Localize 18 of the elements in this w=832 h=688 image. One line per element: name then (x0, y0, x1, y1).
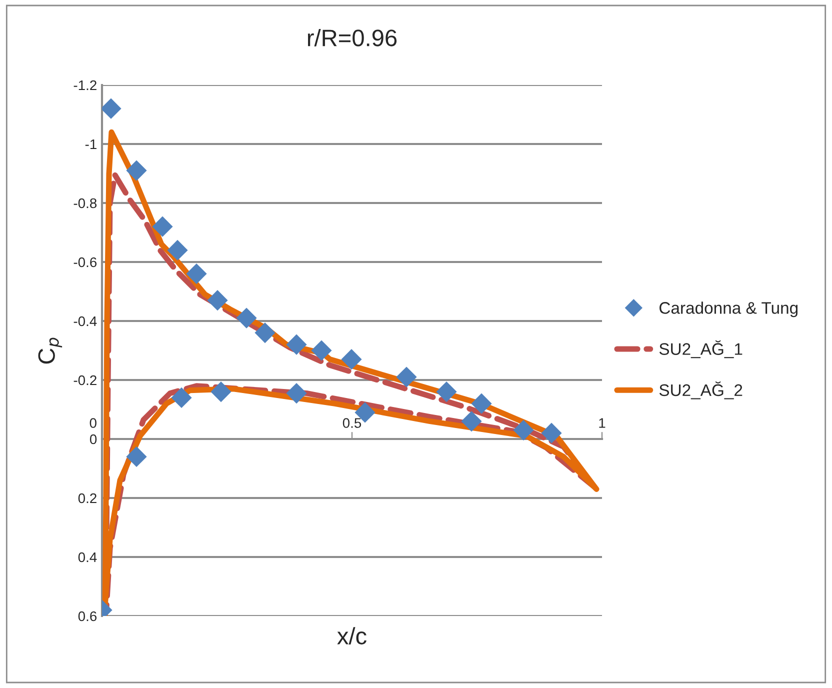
legend-label: SU2_AĞ_2 (659, 381, 742, 400)
x-axis-title: x/c (337, 627, 366, 644)
x-tick-label: 1 (599, 418, 606, 428)
y-tick-label: 0 (90, 434, 97, 444)
y-tick-label: 0.4 (78, 552, 97, 562)
y-tick-label: -0.2 (74, 375, 96, 386)
y-tick-label: -0.8 (74, 198, 97, 208)
x-tick-label: 0.5 (342, 418, 362, 428)
y-tick-label: 0.6 (78, 611, 97, 622)
legend-label: SU2_AĞ_1 (659, 340, 742, 358)
y-tick-label: -0.6 (74, 257, 97, 268)
legend-label: Caradonna & Tung (660, 302, 798, 318)
y-tick-label: -1 (85, 139, 96, 150)
y-tick-label: 0.2 (78, 493, 96, 504)
y-tick-label: -1.2 (74, 80, 96, 90)
y-tick-label: -0.4 (74, 316, 97, 326)
chart-title: r/R=0.96 (308, 29, 397, 46)
y-axis-title: C$_{p}$ (38, 338, 62, 364)
